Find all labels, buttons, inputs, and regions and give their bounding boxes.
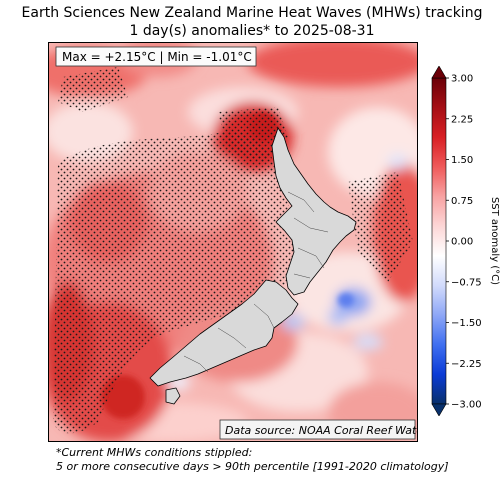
source-text: Data source: NOAA Coral Reef Watch [225,424,418,437]
chart-title: Earth Sciences New Zealand Marine Heat W… [0,4,504,40]
colorbar-label: SST anomaly (°C) [489,197,500,285]
title-line-2: 1 day(s) anomalies* to 2025-08-31 [129,23,375,39]
colorbar-ticks: 3.00 2.25 1.50 0.75 0.00 −0.75 −1.50 −2.25 −3.00 [446,74,482,411]
colorbar-tick-label: 3.00 [451,74,473,85]
colorbar-tick-label: 2.25 [451,114,473,125]
map-frame [48,42,418,442]
colorbar-gradient [431,77,447,405]
colorbar: 3.00 2.25 1.50 0.75 0.00 −0.75 −1.50 −2.25 −3.00… [431,66,500,416]
colorbar-tick-label: 0.75 [451,196,473,207]
colorbar-max-extend [431,66,447,79]
footnote: *Current MHWs conditions stippled: 5 or … [56,446,449,474]
new-zealand-land [149,127,357,405]
footnote-line-2: 5 or more consecutive days > 90th percen… [56,460,449,473]
source-box: Data source: NOAA Coral Reef Watch [219,419,418,440]
colorbar-tick-label: −2.25 [451,359,482,370]
colorbar-tick-label: 1.50 [451,155,473,166]
colorbar-body [431,66,447,416]
regional-boundaries [183,191,329,373]
colorbar-tick-label: −1.50 [451,318,482,329]
colorbar-tick-label: −3.00 [451,400,482,411]
colorbar-tick-label: −0.75 [451,277,482,288]
colorbar-min-extend [431,403,447,416]
sst-anomaly-map: Max = +2.15°C | Min = -1.01°C Data sourc… [48,42,418,442]
colorbar-tick-label: 0.00 [451,237,473,248]
title-line-1: Earth Sciences New Zealand Marine Heat W… [21,5,483,21]
mhw-stipple [53,67,413,434]
stats-box: Max = +2.15°C | Min = -1.01°C [55,46,257,67]
footnote-line-1: *Current MHWs conditions stippled: [56,446,253,459]
stats-text: Max = +2.15°C | Min = -1.01°C [62,50,252,64]
anomaly-field [48,42,418,442]
